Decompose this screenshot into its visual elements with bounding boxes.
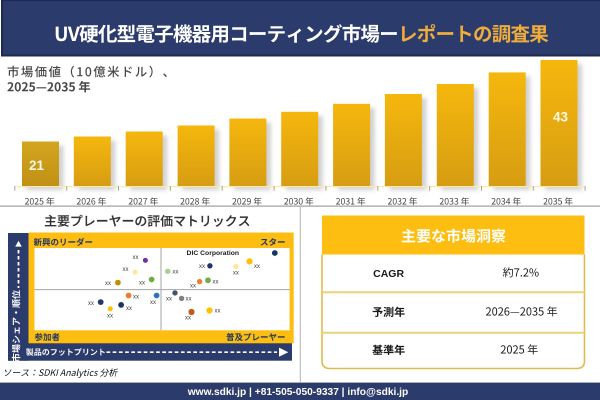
svg-text:xx: xx xyxy=(199,264,205,270)
svg-text:DIC Corporation: DIC Corporation xyxy=(187,250,239,257)
svg-text:xx: xx xyxy=(123,267,129,273)
svg-text:xx: xx xyxy=(105,281,111,287)
svg-text:21: 21 xyxy=(29,158,45,173)
svg-text:xx: xx xyxy=(150,300,156,306)
svg-text:xx: xx xyxy=(186,297,192,303)
svg-text:xx: xx xyxy=(133,295,139,301)
svg-text:xx: xx xyxy=(173,270,179,276)
svg-text:xx: xx xyxy=(233,271,239,277)
svg-text:43: 43 xyxy=(553,110,569,125)
svg-text:xx: xx xyxy=(190,284,196,290)
svg-text:www.sdki.jp | +81-505-050-9337: www.sdki.jp | +81-505-050-9337 | info@sd… xyxy=(187,387,409,398)
svg-text:xx: xx xyxy=(254,264,260,270)
svg-text:xx: xx xyxy=(139,281,145,287)
svg-text:xx: xx xyxy=(215,309,221,315)
svg-text:xx: xx xyxy=(133,255,139,261)
svg-text:xx: xx xyxy=(88,301,94,307)
svg-text:xx: xx xyxy=(126,306,132,312)
svg-text:xx: xx xyxy=(107,314,113,320)
svg-text:CAGR: CAGR xyxy=(373,268,404,280)
svg-text:xx: xx xyxy=(213,280,219,286)
svg-text:xx: xx xyxy=(185,316,191,322)
svg-text:xx: xx xyxy=(166,297,172,303)
